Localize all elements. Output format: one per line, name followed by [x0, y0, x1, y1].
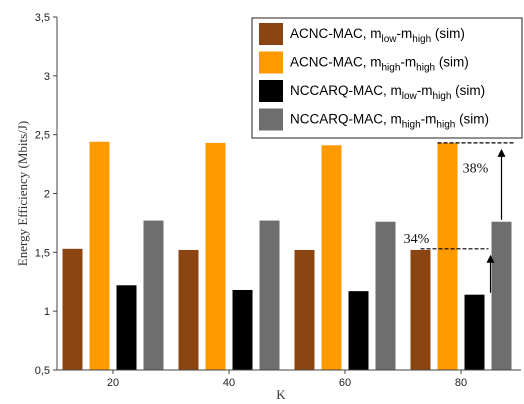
x-tick-label: 80 — [455, 377, 467, 389]
bar-2-80 — [437, 142, 458, 370]
legend-subscript: low — [402, 91, 418, 102]
bar-2-20 — [89, 141, 110, 370]
legend-text-part: -m — [421, 112, 437, 127]
bars-group — [62, 141, 512, 370]
bar-4-60 — [375, 221, 396, 370]
y-tick-label: 1 — [44, 306, 50, 318]
bar-3-40 — [232, 289, 253, 370]
legend-swatch-1 — [259, 23, 283, 45]
legend-swatch-4 — [259, 108, 283, 131]
axes-group: 0,5 1 1,5 2 2,5 3 3,5 20 40 60 80 K Energy Efficienc… — [15, 12, 521, 402]
bar-2-40 — [205, 142, 226, 370]
legend-subscript: high — [416, 63, 435, 74]
legend-label-1: ACNC-MAC, mlow-mhigh (sim) — [290, 26, 465, 45]
y-tick-label: 0,5 — [35, 365, 50, 377]
bar-3-20 — [116, 285, 137, 370]
bar-1-20 — [62, 248, 83, 370]
legend-subscript: high — [412, 34, 431, 45]
legend-text-part: ACNC-MAC, m — [290, 55, 382, 70]
bar-1-80 — [410, 249, 431, 370]
legend-subscript: high — [436, 120, 455, 131]
annotations-group: 34% 38% — [404, 142, 514, 293]
y-tick-label: 2,5 — [35, 130, 50, 142]
bar-2-60 — [321, 145, 342, 370]
legend-text-part: -m — [400, 55, 416, 70]
legend-swatch-3 — [259, 80, 283, 102]
legend-label-3: NCCARQ-MAC, mlow-mhigh (sim) — [290, 83, 485, 102]
bar-3-60 — [348, 291, 369, 370]
x-tick-label: 40 — [223, 377, 235, 389]
x-axis-title: K — [276, 387, 286, 402]
y-tick-label: 1,5 — [35, 247, 50, 259]
legend-text-part: ACNC-MAC, m — [290, 26, 382, 41]
bar-1-40 — [178, 249, 199, 370]
legend-subscript: high — [433, 91, 452, 102]
annotation-2-label: 38% — [463, 161, 489, 176]
bar-4-40 — [259, 220, 280, 370]
legend-swatch-2 — [259, 51, 283, 74]
legend-text-part: (sim) — [431, 26, 465, 41]
legend: ACNC-MAC, mlow-mhigh (sim)ACNC-MAC, mhig… — [251, 17, 523, 139]
legend-subscript: low — [382, 34, 398, 45]
legend-text-part: -m — [417, 83, 433, 98]
bar-4-80 — [491, 221, 512, 370]
y-tick-label: 3 — [44, 71, 50, 83]
legend-text-part: -m — [397, 26, 413, 41]
bar-1-60 — [294, 249, 315, 370]
y-tick-label: 3,5 — [35, 12, 50, 24]
y-tick-label: 2 — [44, 189, 50, 201]
legend-label-4: NCCARQ-MAC, mhigh-mhigh (sim) — [290, 112, 489, 131]
annotation-1-label: 34% — [404, 232, 430, 247]
bar-3-80 — [464, 294, 485, 370]
legend-box — [251, 17, 523, 139]
x-tick-label: 20 — [107, 377, 119, 389]
bar-4-20 — [143, 220, 164, 370]
legend-subscript: high — [382, 63, 401, 74]
y-axis-title: Energy Efficiency (Mbits/J) — [15, 121, 30, 266]
legend-text-part: (sim) — [435, 55, 469, 70]
legend-text-part: (sim) — [455, 112, 489, 127]
legend-text-part: NCCARQ-MAC, m — [290, 83, 402, 98]
legend-label-2: ACNC-MAC, mhigh-mhigh (sim) — [290, 55, 469, 74]
legend-subscript: high — [402, 120, 421, 131]
legend-text-part: NCCARQ-MAC, m — [290, 112, 402, 127]
legend-text-part: (sim) — [451, 83, 485, 98]
x-tick-label: 60 — [339, 377, 351, 389]
